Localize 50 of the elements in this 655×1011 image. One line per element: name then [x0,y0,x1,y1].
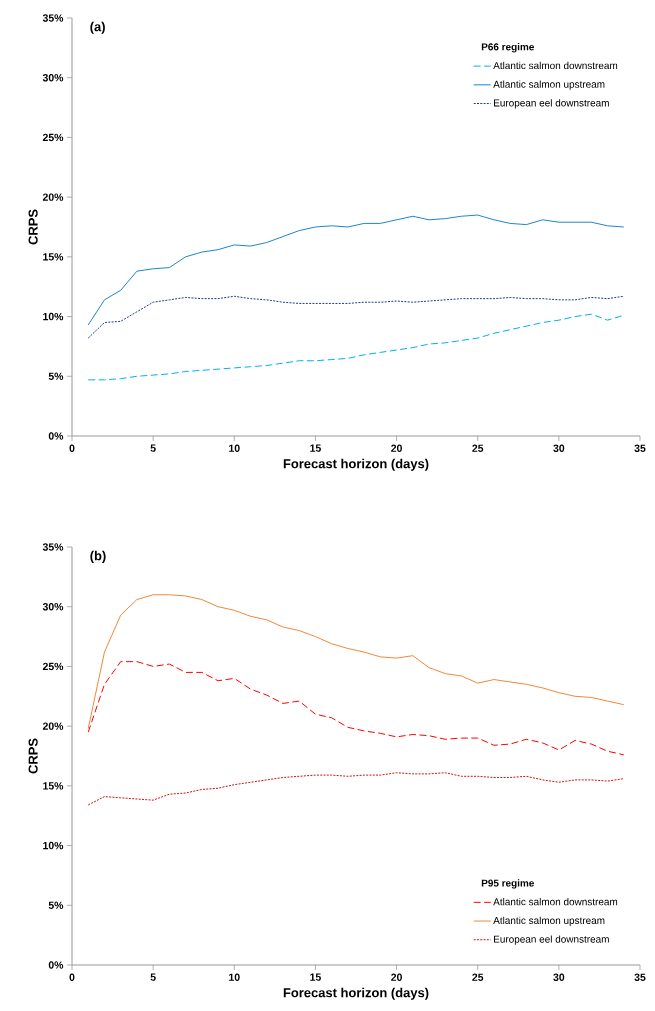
y-tick-label: 25% [42,133,64,142]
line-series [87,661,625,756]
y-axis-title: CRPS [28,738,38,774]
legend-label: European eel downstream [494,99,609,109]
y-tick-label: 25% [42,662,64,671]
x-tick-label: 5 [150,444,156,452]
x-tick-label: 0 [69,444,75,452]
legend-label: Atlantic salmon upstream [493,80,605,90]
line-series [87,772,625,806]
x-tick-label: 20 [391,973,402,981]
x-axis-title: Forecast horizon (days) [283,987,429,1000]
y-tick-label: 35% [42,543,64,551]
x-tick-label: 10 [229,973,240,981]
chart-title: (b) [90,550,106,563]
x-tick-label: 25 [472,444,484,452]
x-tick-label: 35 [634,444,646,452]
x-tick-label: 5 [150,973,156,981]
y-tick-label: 5% [48,901,64,909]
y-tick-label: 15% [43,782,64,790]
x-tick-label: 10 [229,444,240,452]
legend-label: Atlantic salmon downstream [493,897,618,906]
chart-title: (a) [90,21,105,34]
y-tick-label: 10% [43,312,64,321]
y-tick-label: 30% [42,603,64,611]
line-series [87,313,625,381]
x-tick-label: 30 [553,973,565,981]
legend-label: Atlantic salmon upstream [493,916,605,926]
x-tick-label: 0 [69,973,75,981]
y-tick-label: 0% [48,432,64,440]
x-tick-label: 35 [634,973,646,981]
legend-label: Atlantic salmon downstream [493,61,618,70]
y-tick-label: 30% [42,74,64,82]
x-tick-label: 15 [310,973,321,981]
y-tick-label: 0% [48,961,64,969]
x-axis-title: Forecast horizon (days) [283,458,429,471]
x-tick-label: 25 [472,973,484,981]
y-tick-label: 5% [48,372,64,380]
line-series [87,594,625,730]
y-tick-label: 35% [42,14,64,22]
y-axis-title: CRPS [28,209,38,245]
x-tick-label: 15 [310,444,321,452]
legend-title: P95 regime [481,879,535,889]
x-tick-label: 20 [391,444,402,452]
y-tick-label: 15% [43,253,64,261]
y-tick-label: 10% [43,841,64,850]
x-tick-label: 30 [553,444,565,452]
legend-label: European eel downstream [494,935,609,945]
y-tick-label: 20% [42,193,64,201]
legend-title: P66 regime [481,43,535,53]
y-tick-label: 20% [42,722,64,730]
